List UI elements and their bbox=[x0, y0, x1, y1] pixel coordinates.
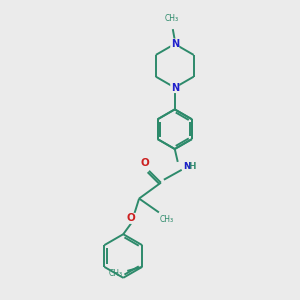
Text: CH₃: CH₃ bbox=[160, 215, 174, 224]
Text: N: N bbox=[171, 82, 179, 93]
Text: N: N bbox=[183, 162, 190, 171]
Text: O: O bbox=[141, 158, 149, 168]
Text: CH₃: CH₃ bbox=[108, 269, 122, 278]
Text: CH₃: CH₃ bbox=[165, 14, 179, 23]
Text: H: H bbox=[188, 162, 195, 171]
Text: NH: NH bbox=[183, 162, 196, 171]
Text: O: O bbox=[127, 213, 136, 224]
Text: N: N bbox=[171, 39, 179, 49]
